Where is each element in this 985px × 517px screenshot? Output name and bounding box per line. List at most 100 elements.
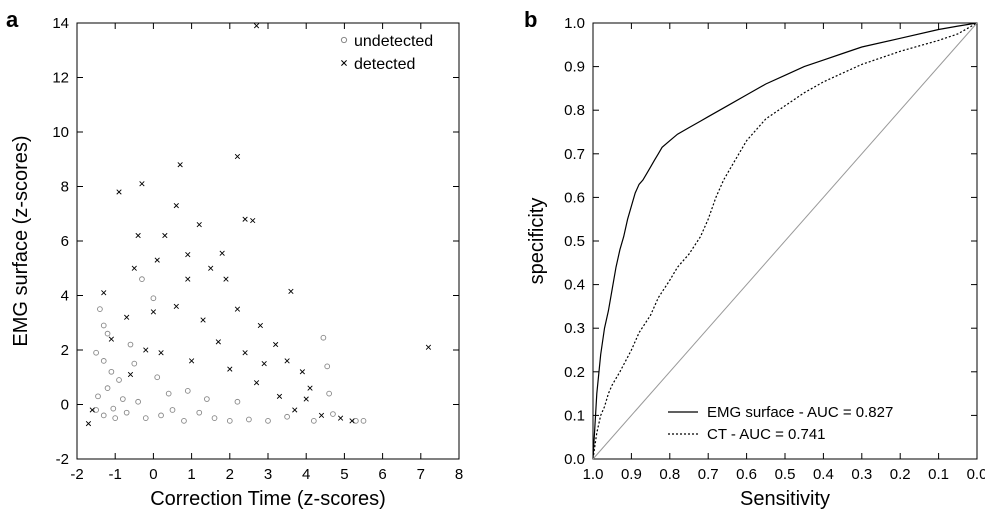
detected-point [257,322,263,329]
undetected-point [234,398,241,405]
detected-point [101,290,107,296]
undetected-point [181,418,187,424]
panel-b-xtick-label: 0.0 [967,466,985,483]
detected-point [227,366,233,372]
detected-point [85,420,92,427]
undetected-point [104,330,111,337]
panel-b-xtick-label: 0.7 [698,466,719,483]
panel-b-ytick-label: 0.4 [564,277,585,294]
detected-point [276,393,283,399]
panel-b-label: b [524,7,537,32]
panel-a-xtick-label: 0 [149,466,157,483]
panel-a-xtick-label: 8 [455,466,463,483]
panel-a-ytick-label: 12 [52,70,69,87]
detected-point [234,153,241,160]
undetected-point [112,415,119,421]
detected-point [318,412,325,419]
panel-b-ytick-label: 1.0 [564,15,585,32]
detected-point [425,344,432,350]
undetected-point [135,398,141,405]
panel-b-xtick-label: 0.9 [621,466,642,483]
panel-a-ytick-label: 0 [61,397,69,414]
detected-point [139,181,145,187]
undetected-point [211,415,218,421]
detected-point [242,350,248,356]
detected-point [307,385,313,391]
legend-undetected-marker [340,36,348,44]
panel-b-legend: EMG surface - AUC = 0.827 CT - AUC = 0.7… [668,404,893,443]
detected-point [185,252,191,258]
undetected-point [150,295,157,302]
detected-point [215,339,221,345]
panel-b-xtick-label: 0.5 [775,466,796,483]
undetected-point [119,396,126,402]
panel-a-xtick-label: 4 [302,466,310,483]
undetected-point [104,385,111,392]
undetected-point [131,360,138,367]
detected-point [127,371,134,378]
undetected-point [246,416,252,423]
panel-a-xtick-label: 3 [264,466,272,483]
panel-b-ytick-label: 0.6 [564,189,585,206]
undetected-point [154,374,161,381]
panel-b-xlabel: Sensitivity [740,488,830,510]
legend-detected-label: detected [354,56,415,73]
undetected-point [360,418,367,424]
panel-a-xtick-label: -1 [109,466,122,483]
panel-b-ylabel: specificity [526,198,548,285]
detected-point [135,232,141,239]
diagonal-reference-line [592,22,978,460]
undetected-point [184,388,191,394]
detected-point [349,418,355,424]
undetected-point [100,322,107,329]
panel-a-xtick-label: 7 [417,466,425,483]
undetected-point [310,418,317,424]
panel-b-xtick-label: 0.4 [813,466,834,483]
undetected-point [127,341,134,348]
undetected-point [100,358,107,364]
panel-b-xtick-label: 0.3 [851,466,872,483]
panel-a-legend: undetected detected [340,33,433,73]
legend-emg-label: EMG surface - AUC = 0.827 [707,404,893,421]
detected-point [143,347,149,353]
undetected-point [353,418,359,424]
detected-point [150,309,157,315]
detected-point [261,361,267,367]
undetected-point [93,349,99,356]
detected-point [89,407,95,413]
legend-detected-marker [341,60,347,66]
detected-point [188,358,195,364]
panel-b-ytick-label: 0.3 [564,320,585,337]
panel-a-ytick-label: 8 [61,179,69,196]
undetected-point [326,390,332,397]
panel-b-ticks: 1.0 0.9 0.8 0.7 0.6 0.5 0.4 0.3 0.2 0.1 0.0 0.0 0.1 0… [564,15,985,483]
ct-roc-line [592,22,978,460]
detected-point [219,250,225,256]
detected-point [108,336,114,342]
detected-point [162,232,168,239]
panel-b-ytick-label: 0.1 [564,407,585,424]
undetected-point [123,409,130,416]
panel-a-ytick-label: 10 [52,124,69,141]
undetected-point [110,405,117,412]
panel-b-xtick-label: 1.0 [583,466,604,483]
undetected-point [108,368,115,375]
undetected-point [100,412,107,419]
undetected-point [169,407,176,413]
detected-point [253,380,260,386]
detected-point [185,276,191,282]
detected-point [250,217,256,224]
detected-point [292,407,298,413]
undetected-point [165,390,172,397]
legend-ct-label: CT - AUC = 0.741 [707,426,826,443]
detected-point [124,314,130,320]
undetected-point [95,393,101,400]
panel-b-lines [592,22,978,460]
panel-b-ytick-label: 0.5 [564,233,585,250]
panel-a-ytick-label: 6 [61,233,69,250]
panel-a-ytick-label: 14 [52,15,69,32]
panel-a-points [85,23,432,427]
panel-b-ytick-label: 0.0 [564,451,585,468]
panel-a-label: a [6,7,19,32]
